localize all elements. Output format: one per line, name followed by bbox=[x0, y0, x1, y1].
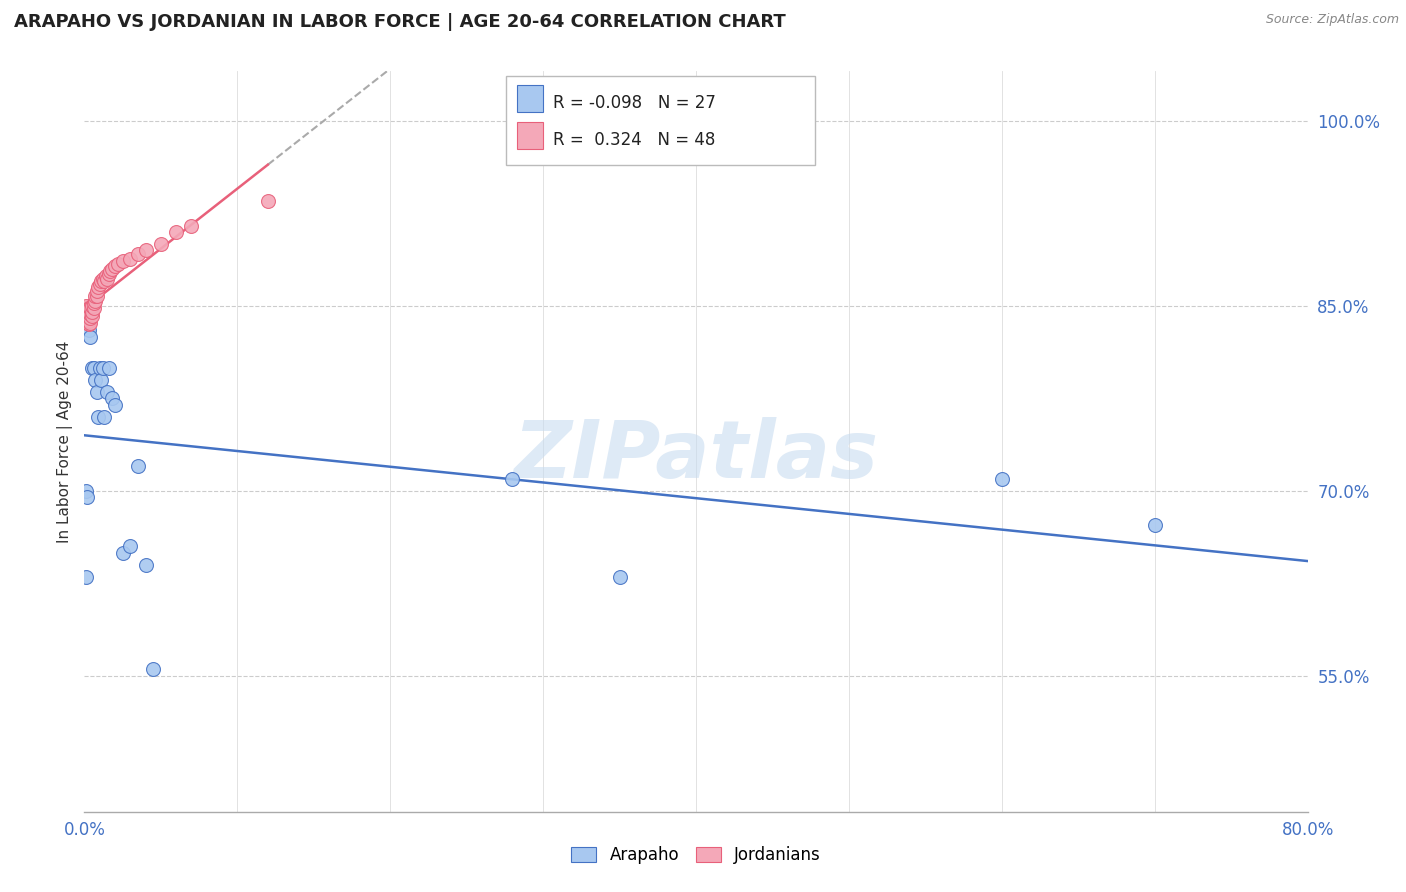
Text: Source: ZipAtlas.com: Source: ZipAtlas.com bbox=[1265, 13, 1399, 27]
Text: R =  0.324   N = 48: R = 0.324 N = 48 bbox=[553, 131, 714, 149]
Point bbox=[77, 313, 100, 327]
Point bbox=[80, 360, 103, 375]
Point bbox=[142, 662, 165, 676]
Point bbox=[86, 284, 108, 298]
Point bbox=[96, 385, 118, 400]
Point bbox=[93, 274, 115, 288]
Point bbox=[76, 490, 98, 504]
Point bbox=[75, 308, 97, 322]
Point bbox=[86, 385, 108, 400]
Point bbox=[77, 318, 100, 332]
Point bbox=[111, 254, 134, 268]
Point bbox=[76, 316, 98, 330]
Point bbox=[77, 301, 100, 316]
Point bbox=[75, 311, 97, 326]
Point bbox=[84, 289, 107, 303]
Point bbox=[120, 252, 142, 266]
Point bbox=[79, 316, 101, 330]
Point bbox=[502, 472, 524, 486]
Point bbox=[79, 329, 101, 343]
Point bbox=[101, 392, 124, 406]
Text: ARAPAHO VS JORDANIAN IN LABOR FORCE | AGE 20-64 CORRELATION CHART: ARAPAHO VS JORDANIAN IN LABOR FORCE | AG… bbox=[14, 13, 786, 31]
Point bbox=[149, 237, 172, 252]
Point bbox=[165, 225, 187, 239]
Point bbox=[991, 472, 1014, 486]
Point bbox=[135, 558, 157, 572]
Point bbox=[80, 309, 103, 323]
Point bbox=[76, 305, 98, 319]
Point bbox=[98, 264, 121, 278]
Point bbox=[80, 299, 103, 313]
Point bbox=[79, 311, 101, 326]
Point bbox=[97, 267, 120, 281]
Point bbox=[83, 301, 105, 316]
Point bbox=[77, 311, 100, 326]
Point bbox=[93, 409, 115, 424]
Point bbox=[75, 299, 97, 313]
Point bbox=[76, 313, 98, 327]
Point bbox=[127, 459, 149, 474]
Point bbox=[76, 308, 98, 322]
Point bbox=[91, 271, 114, 285]
Point bbox=[87, 409, 110, 424]
Point bbox=[94, 269, 117, 284]
Point bbox=[104, 398, 127, 412]
Point bbox=[111, 546, 134, 560]
Point bbox=[84, 373, 107, 387]
Point bbox=[86, 289, 108, 303]
Point bbox=[75, 301, 97, 316]
Point bbox=[90, 373, 112, 387]
Point bbox=[77, 308, 100, 322]
Point bbox=[89, 277, 111, 291]
Point bbox=[75, 305, 97, 319]
Point bbox=[107, 257, 129, 271]
Point bbox=[79, 308, 101, 322]
Point bbox=[180, 219, 202, 233]
Point bbox=[120, 540, 142, 554]
Text: R = -0.098   N = 27: R = -0.098 N = 27 bbox=[553, 94, 716, 112]
Point bbox=[77, 324, 100, 338]
Point bbox=[80, 305, 103, 319]
Point bbox=[91, 360, 114, 375]
Point bbox=[75, 483, 97, 498]
Point bbox=[97, 360, 120, 375]
Point bbox=[1143, 518, 1166, 533]
Point bbox=[83, 296, 105, 310]
Point bbox=[257, 194, 280, 208]
Y-axis label: In Labor Force | Age 20-64: In Labor Force | Age 20-64 bbox=[58, 341, 73, 542]
Point bbox=[89, 360, 111, 375]
Point bbox=[87, 280, 110, 294]
Point bbox=[79, 301, 101, 316]
Point bbox=[104, 260, 127, 274]
Point bbox=[135, 244, 157, 258]
Point bbox=[83, 360, 105, 375]
Point bbox=[84, 293, 107, 308]
Point bbox=[127, 247, 149, 261]
Legend: Arapaho, Jordanians: Arapaho, Jordanians bbox=[564, 839, 828, 871]
Point bbox=[609, 570, 631, 584]
Point bbox=[90, 274, 112, 288]
Point bbox=[76, 311, 98, 326]
Point bbox=[101, 261, 124, 276]
Text: ZIPatlas: ZIPatlas bbox=[513, 417, 879, 495]
Point bbox=[75, 570, 97, 584]
Point bbox=[96, 271, 118, 285]
